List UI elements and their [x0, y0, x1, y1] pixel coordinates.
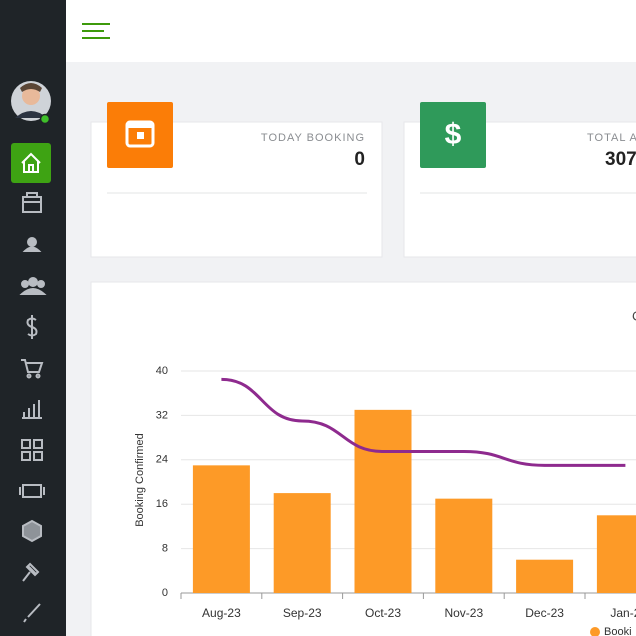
nav-box[interactable] [22, 519, 42, 543]
line [221, 377, 626, 467]
nav-brush[interactable] [23, 603, 41, 623]
nav-group[interactable] [28, 277, 38, 287]
bar [516, 559, 574, 593]
y-tick-label: 40 [156, 365, 168, 377]
x-tick-label: Oct-23 [365, 606, 401, 620]
nav-user[interactable] [27, 237, 37, 247]
nav-report[interactable] [22, 400, 42, 419]
plot: 0 8 16 24 32 40 Aug-23 Sep-23 Oct-23 Nov-23 Dec-23… [156, 365, 636, 636]
nav-pin[interactable] [22, 562, 40, 582]
card-value: 0 [354, 149, 365, 170]
nav-grid[interactable] [21, 439, 31, 449]
legend-swatch [590, 627, 600, 636]
nav-money[interactable] [26, 315, 38, 339]
card-label: TOTAL A [587, 132, 636, 144]
avatar-body [15, 111, 47, 118]
bar [192, 465, 250, 593]
nav-slides[interactable] [22, 484, 42, 498]
nav-cart[interactable] [21, 359, 44, 373]
y-tick-label: 0 [162, 587, 168, 599]
menu-button[interactable] [82, 23, 110, 39]
status-dot [39, 113, 51, 125]
card-icon [420, 102, 486, 168]
y-tick-label: 24 [156, 454, 168, 466]
card-label: TODAY BOOKING [261, 132, 365, 144]
card-value: 307 [605, 149, 636, 170]
x-tick-label: Sep-23 [283, 606, 322, 620]
y-tick-label: 32 [156, 409, 168, 421]
home-icon [21, 152, 41, 173]
header [66, 0, 636, 62]
avatar-face [22, 87, 40, 105]
calendar-top [127, 122, 153, 128]
dollar-icon: $ [445, 118, 462, 151]
nav-bag[interactable] [22, 196, 42, 213]
avatar-hair [20, 83, 42, 92]
y-axis-label: Booking Confirmed [134, 433, 146, 527]
y-tick-label: 16 [156, 498, 168, 510]
calendar-day [137, 132, 144, 139]
x-tick-label: Dec-23 [525, 606, 564, 620]
x-tick-label: Jan-2 [610, 606, 636, 620]
bar [596, 515, 636, 593]
bar [273, 493, 331, 593]
x-tick-label: Aug-23 [202, 606, 241, 620]
x-tick-label: Nov-23 [444, 606, 483, 620]
chart-title: C [632, 308, 636, 323]
y-tick-label: 8 [162, 543, 168, 555]
nav-home[interactable] [11, 143, 51, 183]
nav-icons [19, 192, 47, 623]
bar [435, 498, 493, 593]
bar [354, 409, 412, 593]
legend-label: Booki [604, 626, 632, 636]
